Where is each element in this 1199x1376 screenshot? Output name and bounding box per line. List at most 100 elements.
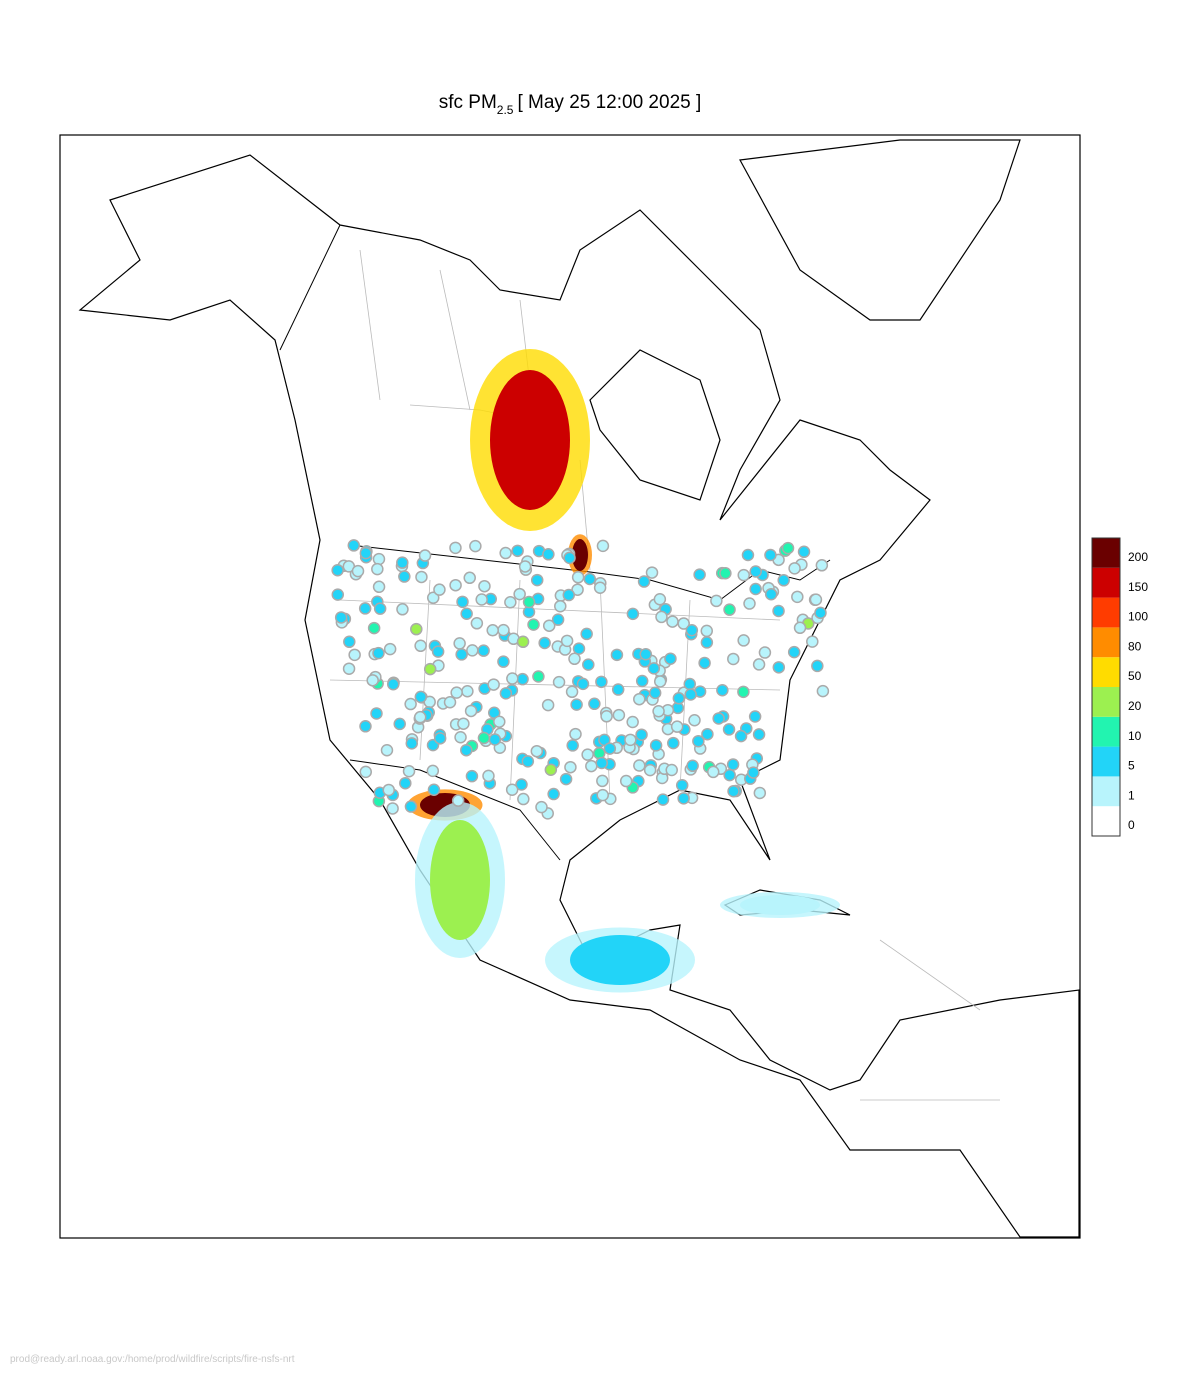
monitor-dot <box>331 563 344 577</box>
monitor-dot <box>521 755 535 768</box>
monitor-dot <box>469 539 482 553</box>
monitor-dot <box>449 578 462 592</box>
monitor-dot <box>585 759 598 773</box>
monitor-dot <box>482 769 495 783</box>
monitor-dot <box>460 743 473 757</box>
monitor-dot <box>538 636 551 650</box>
monitor-dot <box>753 786 767 800</box>
monitor-dot <box>535 800 548 814</box>
monitor-dot <box>626 715 639 729</box>
monitor-dot <box>752 728 766 741</box>
monitor-dot <box>568 652 581 666</box>
monitor-dot <box>522 595 536 609</box>
monitor-dot <box>380 744 394 757</box>
legend-label: 200 <box>1128 550 1148 564</box>
legend-label: 50 <box>1128 669 1142 683</box>
monitor-dot <box>527 618 540 631</box>
legend-swatch <box>1092 716 1120 747</box>
monitor-sites <box>331 539 830 820</box>
monitor-dot <box>562 588 576 602</box>
monitor-dot <box>443 695 457 709</box>
legend-label: 20 <box>1128 699 1142 713</box>
monitor-dot <box>624 733 637 747</box>
monitor-dot <box>331 588 345 601</box>
monitor-dot <box>737 685 750 699</box>
monitor-dot <box>772 604 785 618</box>
monitor-dot <box>675 779 689 792</box>
monitor-dot <box>517 792 530 806</box>
monitor-dot <box>372 646 385 660</box>
monitor-dot <box>511 544 524 558</box>
monitor-dot <box>398 570 411 583</box>
monitor-dot <box>431 645 445 658</box>
monitor-dot <box>544 763 558 777</box>
legend-label: 0 <box>1128 818 1135 832</box>
monitor-dot <box>580 627 593 641</box>
title-main: sfc PM <box>439 92 497 113</box>
monitor-dot <box>741 548 755 562</box>
monitor-dot <box>423 662 437 676</box>
monitor-dot <box>493 715 506 728</box>
monitor-dot <box>367 621 381 635</box>
monitor-dot <box>734 729 748 743</box>
monitor-dot <box>343 635 356 649</box>
monitor-dot <box>700 636 714 649</box>
monitor-dot <box>710 594 723 608</box>
monitor-dot <box>576 677 590 691</box>
legend-frame <box>1091 537 1121 837</box>
monitor-dot <box>764 587 778 601</box>
monitor-dot <box>506 672 519 685</box>
monitor-dot <box>652 704 665 718</box>
monitor-dot <box>596 774 609 788</box>
monitor-dot <box>588 697 601 711</box>
monitor-dot <box>554 599 567 613</box>
monitor-dot <box>749 582 762 596</box>
monitor-dot <box>415 570 428 584</box>
monitor-dot <box>532 670 545 683</box>
monitor-dot <box>414 639 427 653</box>
monitor-dot <box>405 737 419 750</box>
monitor-dot <box>764 548 777 562</box>
monitor-dot <box>635 674 649 688</box>
title-time: [ May 25 12:00 2025 ] <box>517 92 701 113</box>
monitor-dot <box>466 644 479 657</box>
monitor-dot <box>515 778 528 791</box>
monitor-dot <box>749 565 762 578</box>
monitor-dot <box>781 541 795 555</box>
legend-swatch <box>1092 538 1120 568</box>
monitor-dot <box>572 642 586 655</box>
monitor-dot <box>499 687 513 700</box>
monitor-dot <box>461 685 474 698</box>
legend-swatch <box>1092 806 1120 836</box>
monitor-dot <box>747 766 760 779</box>
monitor-dot <box>772 661 786 674</box>
monitor-dot <box>723 768 736 782</box>
monitor-dot <box>541 698 555 712</box>
monitor-dot <box>619 774 633 788</box>
monitor-dot <box>542 619 556 632</box>
monitor-dot <box>645 566 659 579</box>
monitor-dot <box>719 567 732 580</box>
monitor-dot <box>393 717 406 731</box>
monitor-dot <box>600 710 613 723</box>
monitor-dot <box>583 572 597 586</box>
monitor-dot <box>351 564 365 578</box>
monitor-dot <box>560 634 574 648</box>
monitor-dot <box>451 794 465 807</box>
monitor-dot <box>791 590 804 604</box>
monitor-dot <box>542 548 555 561</box>
monitor-dot <box>706 765 720 779</box>
monitor-dot <box>454 731 467 744</box>
monitor-dot <box>453 637 466 650</box>
monitor-dot <box>470 617 484 630</box>
monitor-dot <box>723 603 736 616</box>
monitor-dot <box>518 560 532 573</box>
monitor-dot <box>552 675 566 689</box>
monitor-dot <box>664 652 677 665</box>
monitor-dot <box>581 748 594 761</box>
monitor-dot <box>748 710 762 723</box>
monitor-dot <box>370 707 383 720</box>
monitor-dot <box>382 783 395 797</box>
monitor-dot <box>372 580 386 594</box>
